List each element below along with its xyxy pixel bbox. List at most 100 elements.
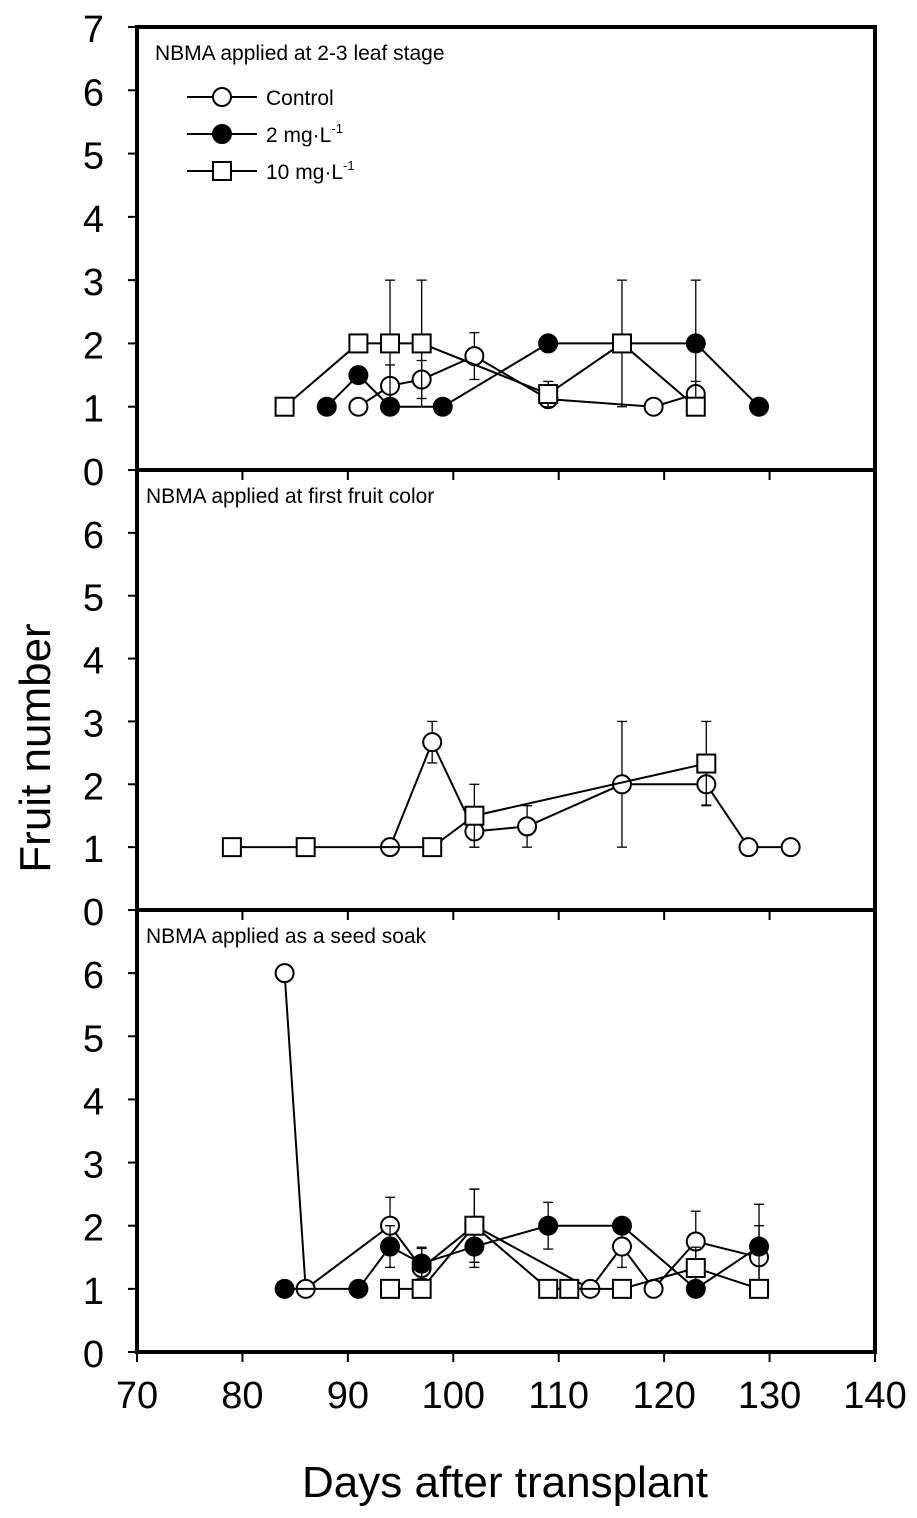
y-tick-label-3: 3 <box>83 703 104 745</box>
legend-marker <box>212 161 232 181</box>
data-point <box>464 1215 485 1236</box>
data-point <box>432 396 453 417</box>
y-tick-label-2: 2 <box>83 1208 104 1250</box>
data-point <box>749 1278 770 1299</box>
series-control <box>348 332 706 417</box>
data-point <box>685 396 706 417</box>
data-point <box>422 732 443 753</box>
data-point <box>749 1236 770 1257</box>
y-tick-label-5: 5 <box>83 1018 104 1060</box>
data-point <box>749 396 770 417</box>
panel-title: NBMA applied as a seed soak <box>146 925 427 948</box>
data-point <box>348 333 369 354</box>
data-point <box>411 333 432 354</box>
y-tick-label-0: 0 <box>83 452 104 494</box>
panel-frame <box>135 908 877 1354</box>
legend-marker <box>212 87 232 107</box>
y-tick-label-6: 6 <box>83 72 104 114</box>
data-point <box>221 837 242 858</box>
x-tick-label-70: 70 <box>116 1375 158 1417</box>
data-point <box>559 1278 580 1299</box>
data-point <box>538 1215 559 1236</box>
data-point <box>696 753 717 774</box>
y-tick-label-6: 6 <box>83 515 104 557</box>
legend-item-2: 2 mg·L-1 <box>187 121 343 147</box>
panel-frame <box>135 468 877 912</box>
y-tick-label-3: 3 <box>83 262 104 304</box>
data-point <box>538 1278 559 1299</box>
x-tick-label-120: 120 <box>632 1375 695 1417</box>
y-tick-label-4: 4 <box>83 1081 104 1123</box>
y-tick-label-4: 4 <box>83 199 104 241</box>
data-point <box>685 333 706 354</box>
y-tick-label-2: 2 <box>83 325 104 367</box>
x-tick-label-100: 100 <box>422 1375 485 1417</box>
y-tick-label-3: 3 <box>83 1145 104 1187</box>
legend: Control 2 mg·L-1 10 mg·L-1 <box>187 87 355 184</box>
data-point <box>274 963 295 984</box>
series-10-mg-l-1 <box>274 279 706 417</box>
data-point <box>348 365 369 386</box>
series-line <box>283 342 697 408</box>
series-line <box>389 739 791 849</box>
data-point <box>411 1278 432 1299</box>
data-point <box>274 396 295 417</box>
x-tick-label-140: 140 <box>843 1375 906 1417</box>
data-point <box>348 396 369 417</box>
data-point <box>611 1236 632 1257</box>
y-tick-label-5: 5 <box>83 136 104 178</box>
series-10-mg-l-1 <box>380 1188 770 1299</box>
data-point <box>611 1215 632 1236</box>
y-tick-label-7: 7 <box>83 9 104 51</box>
data-point <box>380 333 401 354</box>
panel-2: 0 1 2 3 4 5 6 NBMA applied at first fruit color <box>83 468 877 934</box>
series-line <box>283 973 760 1291</box>
legend-label: Control <box>266 87 334 110</box>
data-point <box>380 1236 401 1257</box>
data-point <box>517 816 538 837</box>
legend-label: 10 mg·L-1 <box>266 158 355 184</box>
y-tick-label-0: 0 <box>83 892 104 934</box>
y-tick-label-1: 1 <box>83 389 104 431</box>
x-tick-label-130: 130 <box>738 1375 801 1417</box>
series-line <box>390 1224 760 1290</box>
data-point <box>316 396 337 417</box>
data-point <box>348 1278 369 1299</box>
y-axis-label: Fruit number <box>11 623 60 872</box>
data-point <box>422 837 443 858</box>
series-10-mg-l-1 <box>221 720 717 858</box>
data-point <box>611 1278 632 1299</box>
data-point <box>611 333 632 354</box>
y-tick-label-1: 1 <box>83 829 104 871</box>
data-point <box>295 837 316 858</box>
x-tick-label-110: 110 <box>528 1375 589 1417</box>
legend-item-1: Control <box>187 87 334 110</box>
data-point <box>738 837 759 858</box>
y-tick-label-5: 5 <box>83 578 104 620</box>
x-axis-label: Days after transplant <box>302 1458 708 1507</box>
panel-title: NBMA applied at 2-3 leaf stage <box>155 42 445 65</box>
data-point <box>685 1258 706 1279</box>
data-point <box>780 837 801 858</box>
data-point <box>411 1253 432 1274</box>
legend-label-superscript: -1 <box>331 121 343 136</box>
y-tick-label-0: 0 <box>83 1334 104 1376</box>
legend-item-3: 10 mg·L-1 <box>187 158 355 184</box>
x-tick-label-80: 80 <box>221 1375 263 1417</box>
legend-marker <box>212 124 232 144</box>
panel-1: 0 1 2 3 4 5 6 7 NBMA applied at 2-3 leaf stage <box>83 9 877 494</box>
data-point <box>380 1278 401 1299</box>
data-point <box>274 1278 295 1299</box>
y-tick-label-2: 2 <box>83 766 104 808</box>
panel-3: 0 1 2 3 4 5 6 NBMA applied as a seed soak <box>83 908 877 1376</box>
chart-panels: 0 1 2 3 4 5 6 7 NBMA applied at 2-3 leaf stage 0 1… <box>83 9 907 1417</box>
data-point <box>464 805 485 826</box>
y-tick-label-1: 1 <box>83 1271 104 1313</box>
panel-title: NBMA applied at first fruit color <box>146 485 434 508</box>
legend-label-superscript: -1 <box>343 158 355 173</box>
data-point <box>538 384 559 405</box>
y-tick-label-4: 4 <box>83 641 104 683</box>
data-point <box>643 396 664 417</box>
data-point <box>538 333 559 354</box>
